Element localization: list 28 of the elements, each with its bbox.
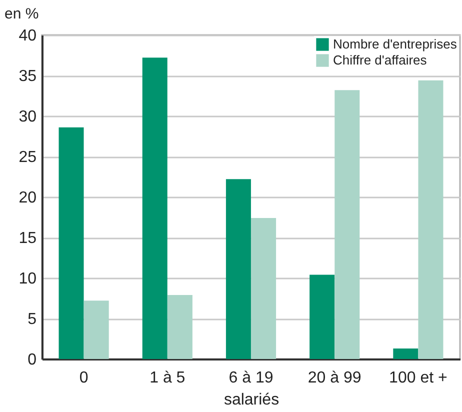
y-tick-label: 25 [18, 149, 37, 166]
y-tick-label: 10 [18, 270, 37, 288]
y-tick-label: 5 [28, 311, 37, 328]
x-tick-label: 0 [79, 370, 88, 386]
bar [142, 58, 168, 359]
bar [58, 127, 84, 359]
x-tick-label: 100 et + [389, 370, 448, 386]
y-tick-label: 0 [28, 352, 37, 368]
y-tick-label: 35 [18, 68, 37, 85]
bar [393, 348, 418, 359]
bar [334, 90, 360, 359]
legend-label: Chiffre d'affaires [333, 52, 428, 68]
bar [84, 300, 109, 359]
x-tick-label: 20 à 99 [308, 370, 362, 386]
y-tick-label: 15 [18, 230, 37, 247]
y-tick-label: 40 [18, 28, 37, 44]
legend-label: Nombre d'entreprises [333, 36, 458, 52]
x-axis-title: salariés [224, 392, 280, 408]
bar [167, 295, 192, 359]
bar [310, 274, 335, 359]
bar [251, 218, 276, 359]
y-tick-label: 30 [18, 108, 37, 126]
x-tick-label: 1 à 5 [150, 370, 186, 386]
y-axis-title: en % [4, 6, 39, 22]
x-tick-label: 6 à 19 [228, 370, 274, 386]
bar [418, 80, 444, 359]
bar [226, 179, 251, 359]
y-tick-label: 20 [18, 190, 37, 206]
